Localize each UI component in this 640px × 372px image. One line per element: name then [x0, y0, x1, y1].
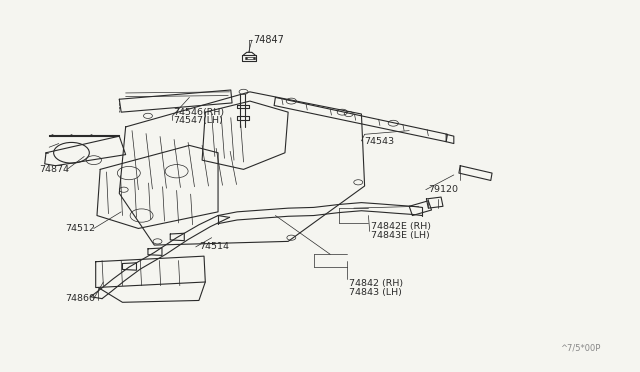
Text: ^7/5*00P: ^7/5*00P — [560, 344, 600, 353]
Text: 74842 (RH): 74842 (RH) — [349, 279, 403, 288]
Text: 74842E (RH): 74842E (RH) — [371, 222, 431, 231]
Text: 79120: 79120 — [428, 185, 458, 194]
Text: 74512: 74512 — [65, 224, 95, 233]
Text: 74843 (LH): 74843 (LH) — [349, 288, 401, 297]
Text: 74847: 74847 — [253, 35, 284, 45]
Text: 74514: 74514 — [199, 243, 229, 251]
Text: 74547(LH): 74547(LH) — [173, 116, 223, 125]
Text: 74860: 74860 — [65, 294, 95, 303]
Text: 74546(RH): 74546(RH) — [173, 108, 225, 117]
Text: 74843E (LH): 74843E (LH) — [371, 231, 429, 240]
Text: 74543: 74543 — [365, 137, 395, 146]
Text: 74874: 74874 — [40, 165, 70, 174]
